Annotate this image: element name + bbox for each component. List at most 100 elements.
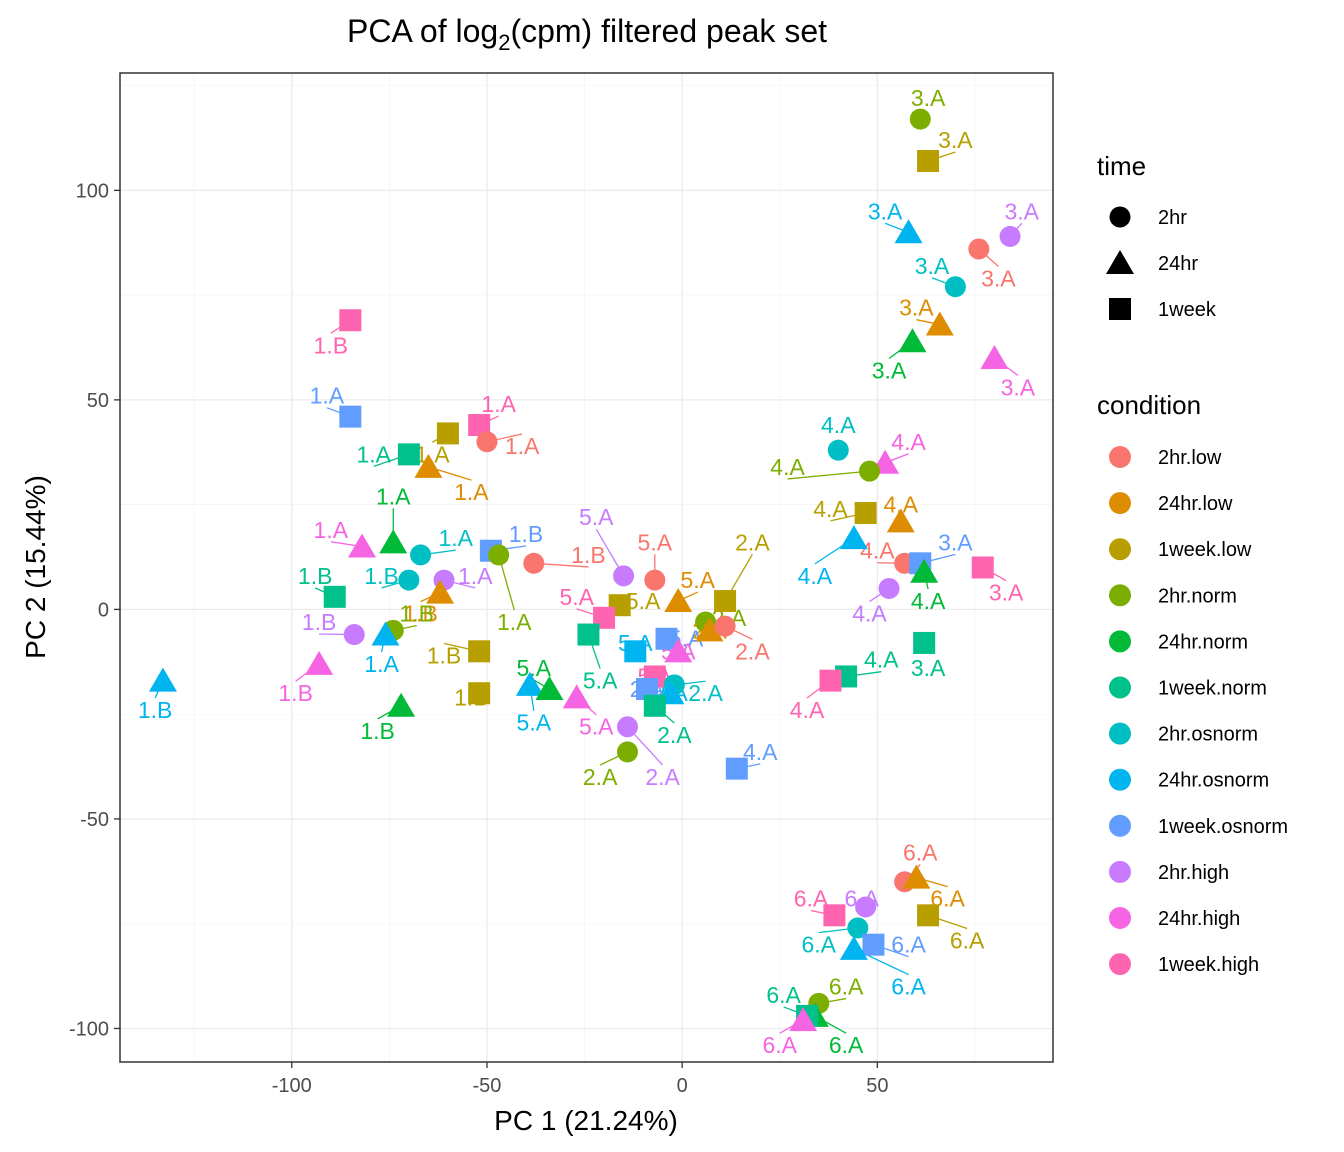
- point-label: 1.B: [427, 643, 462, 669]
- point-label: 4.A: [864, 647, 899, 673]
- legend-color-key: [1109, 860, 1131, 883]
- legend-time-label: 2hr: [1158, 207, 1187, 229]
- data-point-square: [468, 640, 491, 663]
- y-tick-label: -100: [69, 1018, 109, 1040]
- point-label: 4.A: [852, 601, 887, 627]
- point-label: 4.A: [911, 588, 946, 614]
- chart-title: PCA of log2(cpm) filtered peak set: [347, 13, 827, 55]
- point-label: 6.A: [829, 1032, 864, 1058]
- legend-color-key: [1109, 768, 1131, 791]
- point-label: 6.A: [794, 886, 829, 912]
- point-label: 1.B: [278, 680, 313, 706]
- data-point-square: [339, 405, 362, 428]
- data-point-circle: [644, 569, 666, 591]
- data-point-square: [823, 904, 846, 927]
- legend-condition-label: 2hr.low: [1158, 447, 1222, 469]
- point-label: 6.A: [829, 974, 864, 1000]
- point-label: 5.A: [638, 529, 673, 555]
- point-label: 2.A: [688, 680, 723, 706]
- point-label: 3.A: [911, 85, 946, 111]
- point-label: 1.A: [376, 483, 411, 509]
- point-label: 5.A: [517, 710, 552, 736]
- legend-condition-label: 24hr.high: [1158, 908, 1240, 930]
- data-points: [148, 108, 1021, 1032]
- data-point-triangle: [839, 935, 868, 960]
- point-label: 4.A: [770, 454, 805, 480]
- data-point-circle: [944, 276, 966, 298]
- point-label: 4.A: [860, 538, 895, 564]
- point-label: 1.B: [403, 601, 438, 627]
- data-point-square: [468, 682, 491, 705]
- point-label: 4.A: [743, 739, 778, 765]
- data-point-circle: [968, 238, 990, 260]
- data-point-triangle: [664, 588, 693, 613]
- data-point-circle: [847, 917, 869, 939]
- point-label: 6.A: [762, 1032, 797, 1058]
- data-point-square: [468, 414, 491, 437]
- point-label: 3.A: [989, 580, 1024, 606]
- legend-condition-label: 2hr.high: [1158, 862, 1229, 884]
- data-point-square: [636, 678, 659, 701]
- grid: [120, 73, 1053, 1062]
- y-tick-label: 100: [76, 180, 109, 202]
- y-tick-label: 50: [87, 390, 109, 412]
- data-point-circle: [878, 577, 900, 599]
- point-label: 1.A: [356, 441, 391, 467]
- point-label: 1.B: [302, 609, 337, 635]
- point-label: 3.A: [899, 295, 934, 321]
- point-label: 5.A: [579, 714, 614, 740]
- legend-color-key: [1109, 953, 1131, 976]
- x-axis-title: PC 1 (21.24%): [494, 1105, 678, 1136]
- legend-condition-label: 24hr.low: [1158, 493, 1233, 515]
- data-point-triangle: [925, 311, 954, 336]
- y-tick-label: -50: [80, 809, 109, 831]
- point-label: 2.A: [735, 638, 770, 664]
- data-point-square: [436, 422, 459, 445]
- data-point-circle: [999, 225, 1021, 247]
- data-point-triangle: [839, 525, 868, 550]
- legend-condition-label: 2hr.norm: [1158, 585, 1237, 607]
- x-tick-label: -100: [272, 1075, 312, 1097]
- x-tick-label: -50: [473, 1075, 502, 1097]
- data-point-triangle: [379, 529, 408, 554]
- legend-circle-key: [1109, 206, 1131, 228]
- point-label: 2.A: [657, 722, 692, 748]
- data-point-triangle: [371, 621, 400, 646]
- data-point-triangle: [305, 650, 334, 675]
- legend-condition-label: 24hr.norm: [1158, 631, 1248, 653]
- legend-color-key: [1109, 630, 1131, 653]
- point-label: 6.A: [766, 982, 801, 1008]
- data-point-triangle: [562, 684, 591, 709]
- legend-condition-label: 1week.low: [1158, 539, 1252, 561]
- point-label: 1.A: [364, 651, 399, 677]
- point-label: 1.B: [399, 601, 434, 627]
- legend-color-key: [1109, 676, 1131, 699]
- data-point-triangle: [664, 638, 693, 663]
- panel-border: [119, 72, 1054, 1063]
- legend-color-key: [1109, 907, 1131, 929]
- label-leader-line: [787, 470, 870, 480]
- legend-color-key: [1109, 584, 1131, 607]
- data-point-circle: [343, 624, 365, 646]
- data-point-square: [714, 590, 737, 613]
- point-label: 6.A: [802, 932, 837, 958]
- point-label: 3.A: [911, 655, 946, 681]
- point-label: 3.A: [872, 358, 907, 384]
- y-axis-title: PC 2 (15.44%): [20, 475, 51, 659]
- data-point-circle: [488, 544, 510, 566]
- point-label: 4.A: [790, 697, 825, 723]
- point-label: 3.A: [915, 253, 950, 279]
- data-point-square: [854, 502, 877, 525]
- data-point-circle: [714, 615, 736, 637]
- data-point-square: [577, 623, 600, 646]
- data-point-square: [917, 904, 940, 927]
- data-point-circle: [476, 431, 498, 453]
- legend-triangle-key: [1106, 250, 1134, 274]
- point-label: 1.B: [509, 521, 544, 547]
- point-label: 6.A: [903, 839, 938, 865]
- data-point-circle: [827, 439, 849, 461]
- legend-square-key: [1109, 298, 1131, 320]
- point-label: 4.A: [813, 496, 848, 522]
- x-tick-label: 0: [677, 1075, 688, 1097]
- data-point-circle: [410, 544, 432, 566]
